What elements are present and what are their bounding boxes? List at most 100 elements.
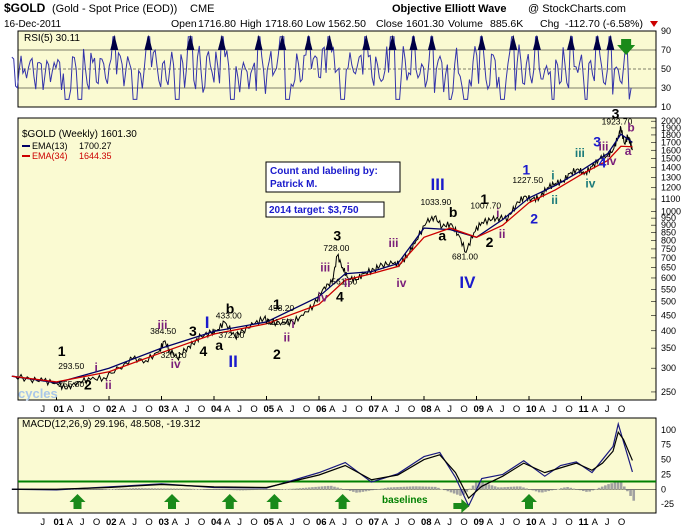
macd-x-tick-28: O xyxy=(408,517,415,528)
chg-down-icon xyxy=(650,21,658,27)
macd-right-arrow-icon xyxy=(453,499,470,513)
macd-histogram-bar xyxy=(418,486,421,490)
wave-label-18: i xyxy=(347,261,350,275)
price-annotation-7: 411.50 xyxy=(266,317,292,327)
macd-histogram-bar xyxy=(311,487,314,490)
macd-histogram-bar xyxy=(348,489,352,491)
credit-box xyxy=(265,161,401,193)
macd-histogram-bar xyxy=(355,489,358,493)
price-tick-1000: 1000 xyxy=(661,206,681,216)
rsi-overbought-fill-16 xyxy=(593,34,602,50)
macd-histogram-bar xyxy=(556,488,560,490)
price-annotation-12: 681.00 xyxy=(452,251,478,261)
rsi-overbought-fill-15 xyxy=(567,34,575,50)
macd-histogram-bar xyxy=(141,488,144,490)
wave-label-6: 3 xyxy=(189,323,197,339)
macd-histogram-bar xyxy=(433,486,437,490)
rsi-tick-30: 30 xyxy=(661,83,671,93)
macd-histogram-bar xyxy=(572,488,576,490)
price-tick-250: 250 xyxy=(661,387,676,397)
wave-label-30: 2 xyxy=(486,234,494,250)
macd-histogram-bar xyxy=(550,489,554,491)
macd-histogram-bar xyxy=(380,488,384,490)
macd-x-tick-33: 09 xyxy=(474,517,485,528)
price-x-tick-31: J xyxy=(447,404,452,415)
price-tick-1200: 1200 xyxy=(661,183,681,193)
price-x-tick-38: A xyxy=(539,404,546,415)
wave-label-14: ii xyxy=(284,331,291,345)
macd-histogram-bar xyxy=(424,486,428,490)
macd-x-tick-9: 03 xyxy=(159,517,170,528)
macd-histogram-bar xyxy=(96,489,100,490)
macd-histogram-bar xyxy=(241,489,245,491)
macd-histogram-bar xyxy=(405,486,409,490)
price-x-tick-8: O xyxy=(145,404,152,415)
macd-histogram-bar xyxy=(544,489,547,492)
macd-histogram-bar xyxy=(512,486,516,490)
macd-histogram-bar xyxy=(222,489,226,490)
rsi-overbought-fill-6 xyxy=(304,34,313,50)
macd-tick-75: 75 xyxy=(661,440,671,450)
macd-histogram-bar xyxy=(449,489,453,493)
macd-histogram-bar xyxy=(437,487,440,490)
macd-histogram-bar xyxy=(260,489,264,490)
macd-histogram-bar xyxy=(389,487,393,490)
macd-histogram-bar xyxy=(229,489,232,491)
macd-histogram-bar xyxy=(191,488,195,490)
price-x-tick-20: O xyxy=(303,404,310,415)
price-annotation-0: 293.50 xyxy=(58,361,84,371)
macd-histogram-bar xyxy=(71,489,75,490)
macd-histogram-bar xyxy=(377,489,380,490)
macd-buy-arrow-icon-5 xyxy=(521,494,537,509)
macd-histogram-bar xyxy=(134,488,138,490)
macd-histogram-bar xyxy=(632,489,636,501)
macd-histogram-bar xyxy=(478,481,481,490)
macd-x-tick-14: A xyxy=(224,517,231,528)
macd-histogram-bar xyxy=(326,485,330,490)
rsi-overbought-fill-9 xyxy=(388,34,397,50)
macd-histogram-bar xyxy=(465,489,469,492)
macd-histogram-bar xyxy=(112,488,116,490)
price-tick-1700: 1700 xyxy=(661,137,681,147)
price-tick-350: 350 xyxy=(661,343,676,353)
price-x-tick-10: A xyxy=(172,404,179,415)
price-x-tick-0: J xyxy=(40,404,45,415)
macd-histogram-bar xyxy=(301,487,305,490)
rsi-tick-50: 50 xyxy=(661,64,671,74)
macd-histogram-bar xyxy=(566,487,569,490)
macd-histogram-bar xyxy=(185,488,188,490)
volume-value: 885.6K xyxy=(490,18,523,30)
open-value: 1716.80 xyxy=(198,18,236,30)
wave-label-24: III xyxy=(431,175,445,194)
macd-histogram-bar xyxy=(84,489,87,490)
wave-label-4: iii xyxy=(158,318,168,332)
macd-histogram-bar xyxy=(90,489,94,490)
macd-histogram-bar xyxy=(282,488,286,490)
macd-histogram-bar xyxy=(553,489,557,490)
price-x-tick-18: A xyxy=(277,404,284,415)
macd-histogram-bar xyxy=(528,489,532,490)
ema34-legend-name: EMA(34) xyxy=(32,151,68,161)
high-value: 1718.60 xyxy=(265,18,303,30)
price-x-tick-15: J xyxy=(237,404,242,415)
macd-x-tick-11: J xyxy=(185,517,190,528)
macd-histogram-bar xyxy=(213,489,217,490)
price-x-tick-6: A xyxy=(119,404,126,415)
macd-buy-arrow-icon-2 xyxy=(221,494,238,509)
ema34-line xyxy=(11,145,633,383)
macd-histogram-bar xyxy=(172,488,176,490)
macd-histogram-bar xyxy=(399,486,402,490)
rsi-overbought-fill-10 xyxy=(409,34,418,50)
macd-histogram-bar xyxy=(541,489,544,493)
macd-histogram-bar xyxy=(163,488,166,490)
macd-histogram-bar xyxy=(150,488,154,490)
macd-histogram-bar xyxy=(503,487,506,490)
macd-histogram-bar xyxy=(314,486,317,490)
wave-label-3: ii xyxy=(105,378,112,392)
price-tick-900: 900 xyxy=(661,220,676,230)
macd-histogram-bar xyxy=(411,486,415,490)
macd-histogram-bar xyxy=(569,487,573,490)
price-x-tick-39: J xyxy=(552,404,557,415)
price-x-tick-41: 11 xyxy=(579,404,590,415)
signal-line xyxy=(11,430,633,500)
